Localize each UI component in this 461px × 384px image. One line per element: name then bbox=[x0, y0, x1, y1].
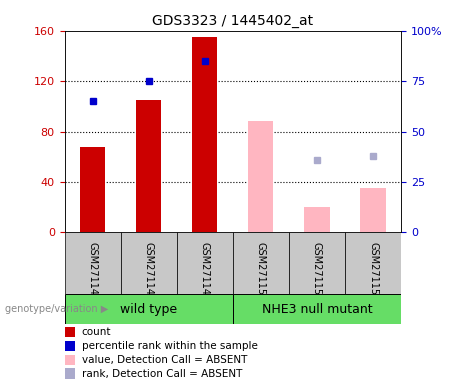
Text: GSM271148: GSM271148 bbox=[144, 242, 154, 301]
Text: NHE3 null mutant: NHE3 null mutant bbox=[262, 303, 372, 316]
Text: value, Detection Call = ABSENT: value, Detection Call = ABSENT bbox=[82, 355, 247, 365]
Bar bbox=[289, 232, 345, 294]
Bar bbox=[304, 207, 330, 232]
Text: GSM271152: GSM271152 bbox=[368, 242, 378, 301]
Bar bbox=[80, 147, 105, 232]
Text: GSM271149: GSM271149 bbox=[200, 242, 210, 301]
Bar bbox=[65, 232, 121, 294]
Text: GSM271150: GSM271150 bbox=[256, 242, 266, 301]
Text: wild type: wild type bbox=[120, 303, 177, 316]
Bar bbox=[121, 232, 177, 294]
Text: GSM271147: GSM271147 bbox=[88, 242, 98, 301]
Bar bbox=[192, 37, 218, 232]
Bar bbox=[136, 100, 161, 232]
Bar bbox=[177, 232, 233, 294]
Bar bbox=[248, 121, 273, 232]
Bar bbox=[233, 294, 401, 324]
Text: genotype/variation ▶: genotype/variation ▶ bbox=[5, 304, 108, 314]
Text: GSM271151: GSM271151 bbox=[312, 242, 322, 301]
Text: count: count bbox=[82, 327, 111, 337]
Bar bbox=[233, 232, 289, 294]
Title: GDS3323 / 1445402_at: GDS3323 / 1445402_at bbox=[152, 14, 313, 28]
Bar bbox=[345, 232, 401, 294]
Text: rank, Detection Call = ABSENT: rank, Detection Call = ABSENT bbox=[82, 369, 242, 379]
Bar bbox=[65, 294, 233, 324]
Bar bbox=[361, 188, 386, 232]
Text: percentile rank within the sample: percentile rank within the sample bbox=[82, 341, 258, 351]
